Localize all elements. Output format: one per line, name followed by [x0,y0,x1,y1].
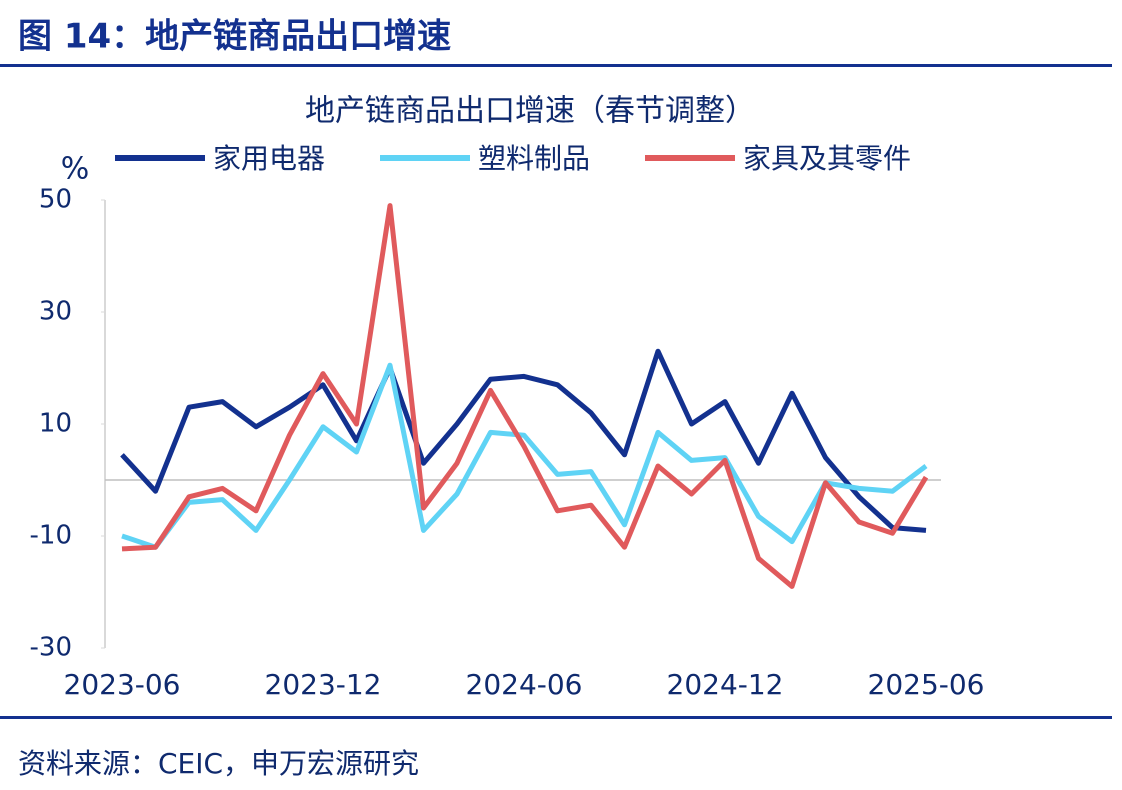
y-tick-label: 10 [39,409,72,439]
y-label: % [61,152,90,187]
series-line [120,348,927,533]
y-tick-label: -10 [30,521,72,551]
plot: -30 -10 10 30 50 2023-06 2023-12 2024-06 2024-12… [30,142,985,701]
chart-title: 地产链商品出口增速（春节调整） [305,94,755,129]
figure-title: 图 14：地产链商品出口增速 [18,17,451,57]
legend-label: 塑料制品 [478,142,590,175]
x-tick-label: 2024-06 [466,668,583,701]
x-tick-label: 2025-06 [868,668,985,701]
top-rule [0,64,1112,67]
legend-label: 家用电器 [213,142,325,175]
x-tick-label: 2023-12 [265,668,382,701]
source: 资料来源：CEIC，申万宏源研究 [18,747,419,780]
series-line [121,362,928,550]
y-tick-label: 50 [39,185,72,215]
bottom-rule [0,716,1112,719]
x-tick-label: 2024-12 [667,668,784,701]
legend-label: 家具及其零件 [743,142,911,175]
y-tick-label: -30 [30,633,72,663]
x-tick-label: 2023-06 [64,668,181,701]
y-tick-label: 30 [39,297,72,327]
series-line [121,203,929,589]
